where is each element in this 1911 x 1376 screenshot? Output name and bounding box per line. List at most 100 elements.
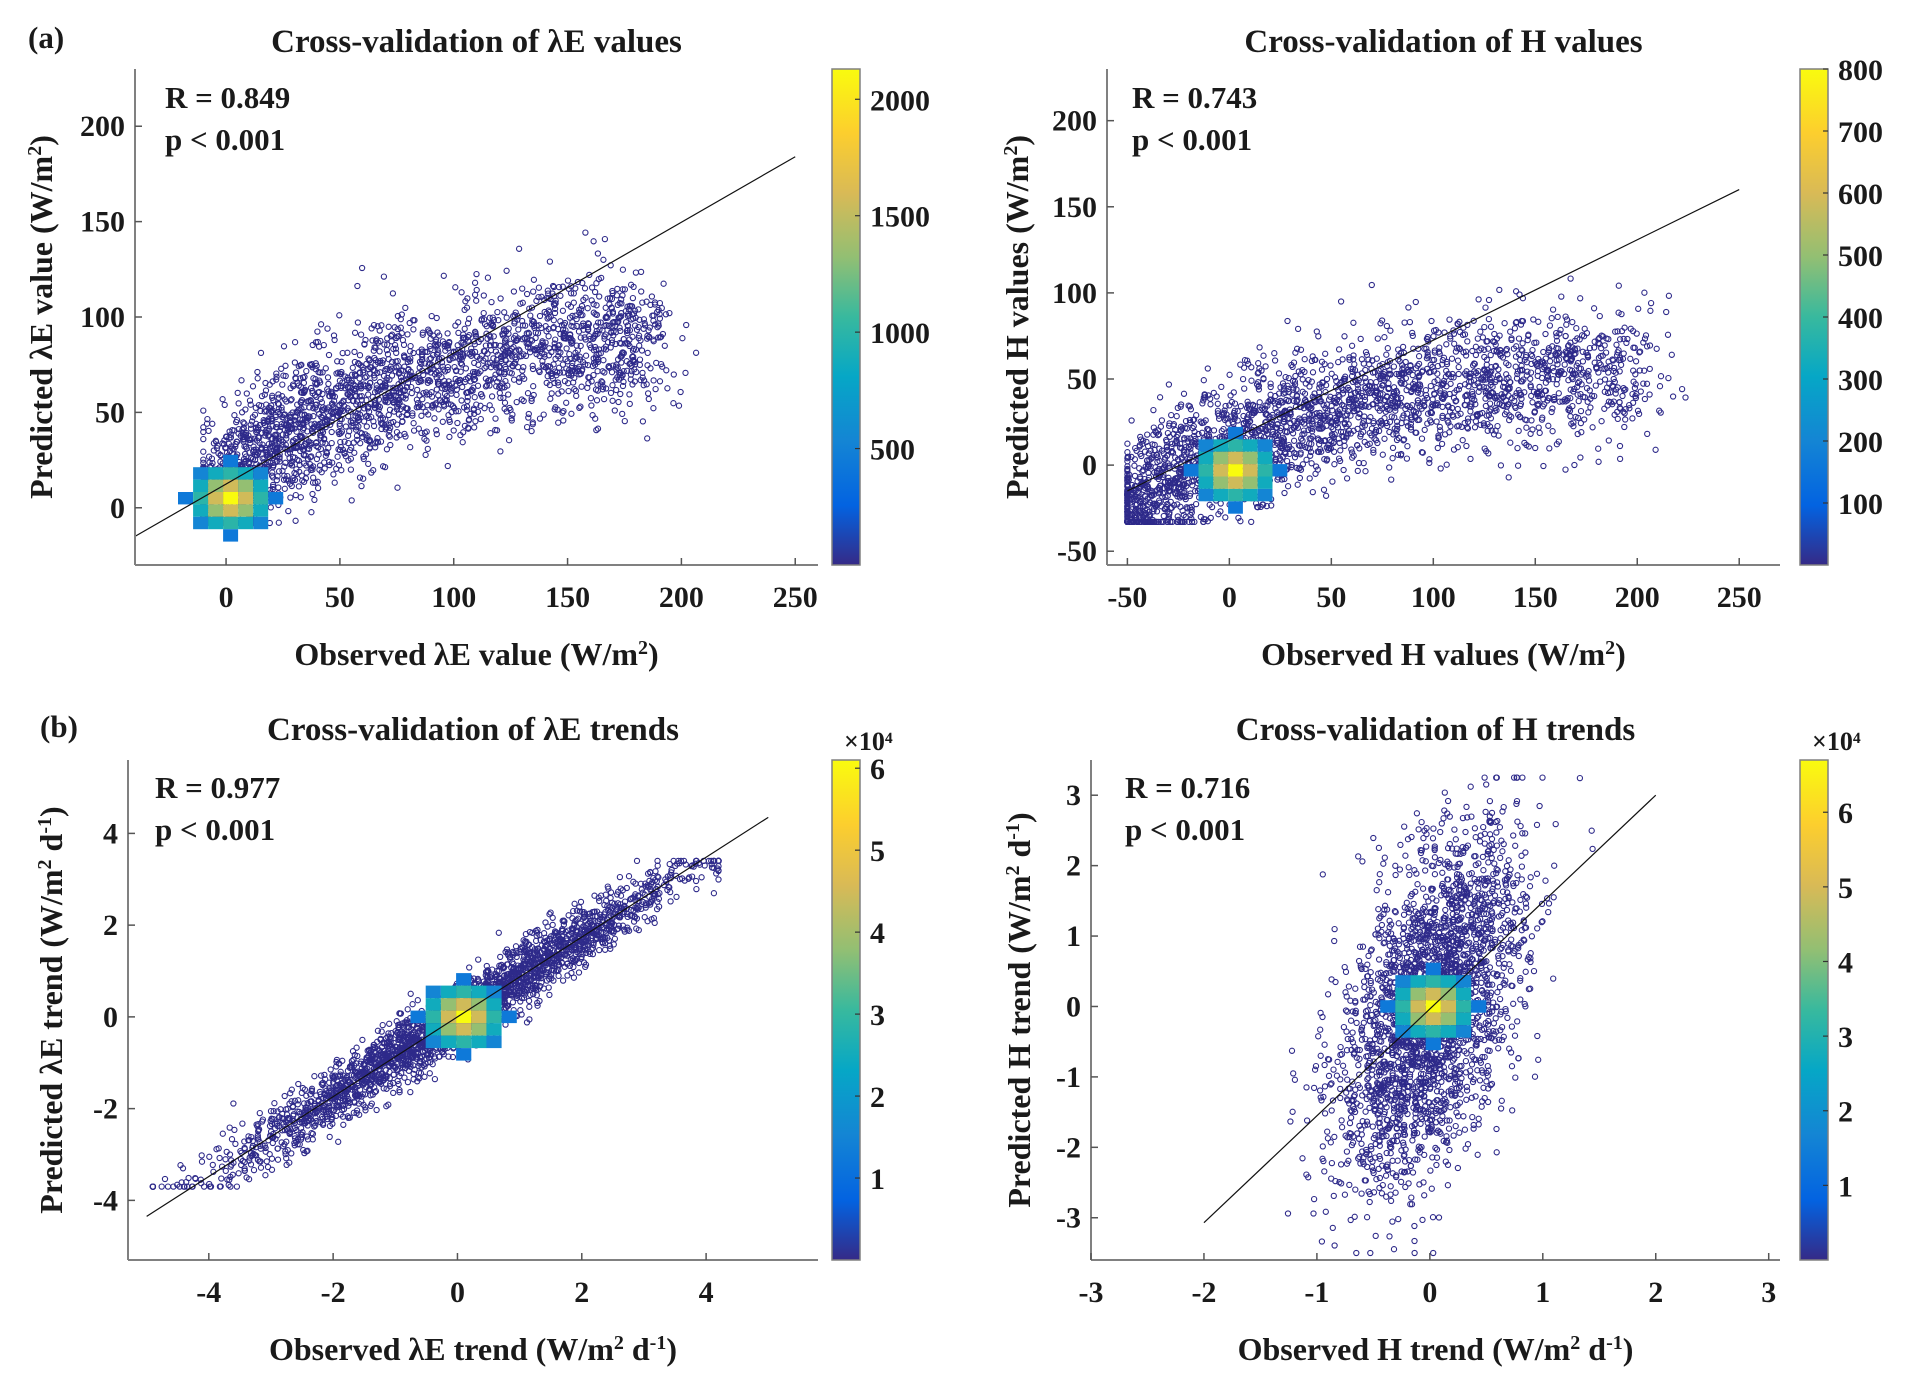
- x-tick-label: 150: [545, 581, 590, 614]
- data-point: [624, 329, 631, 337]
- density-cell: [253, 479, 269, 492]
- data-point: [396, 369, 403, 376]
- data-point: [572, 365, 579, 372]
- data-point: [353, 424, 360, 431]
- data-point: [310, 405, 317, 412]
- data-point: [283, 476, 290, 483]
- data-point: [1598, 418, 1605, 425]
- data-point: [666, 309, 673, 317]
- data-point: [452, 348, 460, 355]
- data-point: [249, 383, 257, 390]
- data-point: [297, 447, 304, 455]
- data-point: [333, 465, 340, 472]
- data-point: [631, 366, 638, 373]
- data-point: [569, 312, 576, 320]
- data-point: [487, 333, 494, 340]
- data-point: [273, 370, 280, 377]
- data-point: [627, 360, 634, 367]
- data-point: [594, 355, 602, 363]
- data-point: [287, 397, 294, 404]
- data-point: [325, 351, 333, 359]
- data-point: [515, 245, 523, 252]
- data-point: [544, 287, 551, 294]
- data-point: [502, 365, 509, 373]
- data-point: [1260, 352, 1267, 359]
- data-point: [612, 319, 619, 326]
- data-point: [492, 348, 500, 355]
- data-point: [1505, 474, 1512, 481]
- data-point: [291, 476, 299, 484]
- density-cell: [253, 492, 269, 505]
- data-point: [330, 408, 337, 415]
- data-point: [246, 397, 254, 404]
- data-point: [449, 403, 457, 410]
- data-point: [536, 312, 544, 320]
- data-point: [268, 402, 275, 409]
- data-point: [632, 346, 640, 353]
- data-point: [1619, 392, 1626, 400]
- data-point: [296, 416, 304, 423]
- data-point: [628, 303, 636, 310]
- data-point: [275, 401, 283, 408]
- data-point: [282, 362, 289, 369]
- data-point: [410, 326, 417, 333]
- data-point: [353, 436, 361, 444]
- data-point: [541, 343, 548, 350]
- data-point: [645, 334, 653, 341]
- density-cell: [223, 454, 239, 468]
- data-point: [1646, 391, 1653, 398]
- data-point: [295, 457, 303, 464]
- data-point: [546, 381, 553, 389]
- data-point: [372, 344, 379, 351]
- density-cell: [208, 516, 224, 530]
- data-point: [439, 418, 446, 425]
- data-point: [369, 337, 376, 344]
- data-point: [379, 463, 387, 470]
- data-point: [1383, 322, 1391, 330]
- data-point: [353, 432, 361, 439]
- data-point: [525, 410, 532, 418]
- data-point: [477, 415, 484, 423]
- data-point: [1348, 342, 1356, 349]
- data-point: [278, 365, 285, 372]
- data-point: [1322, 492, 1330, 499]
- data-point: [1519, 340, 1526, 347]
- data-point: [629, 333, 636, 340]
- data-point: [272, 423, 280, 431]
- data-point: [285, 507, 292, 515]
- data-point: [1562, 466, 1569, 473]
- data-point: [365, 391, 372, 398]
- data-point: [659, 330, 667, 338]
- data-point: [532, 334, 539, 342]
- data-point: [378, 425, 385, 433]
- data-point: [273, 376, 280, 383]
- data-point: [1421, 426, 1428, 434]
- data-point: [1621, 423, 1628, 431]
- data-point: [1592, 382, 1599, 389]
- data-point: [288, 425, 295, 433]
- data-point: [652, 321, 659, 328]
- data-point: [582, 352, 590, 359]
- data-point: [488, 298, 495, 306]
- data-point: [342, 373, 349, 380]
- data-point: [1540, 462, 1547, 470]
- data-point: [434, 346, 441, 354]
- data-point: [303, 469, 310, 476]
- data-point: [555, 382, 562, 389]
- data-point: [1532, 444, 1539, 452]
- data-point: [433, 314, 440, 322]
- data-point: [424, 379, 431, 386]
- data-point: [598, 274, 605, 282]
- data-point: [568, 283, 575, 290]
- data-point: [420, 390, 427, 397]
- data-point: [1549, 376, 1557, 383]
- data-point: [464, 397, 471, 405]
- data-point: [602, 385, 610, 392]
- data-point: [321, 418, 329, 426]
- data-point: [493, 360, 500, 367]
- data-point: [261, 418, 268, 425]
- data-point: [535, 367, 543, 374]
- data-point: [679, 335, 686, 342]
- data-point: [269, 423, 276, 430]
